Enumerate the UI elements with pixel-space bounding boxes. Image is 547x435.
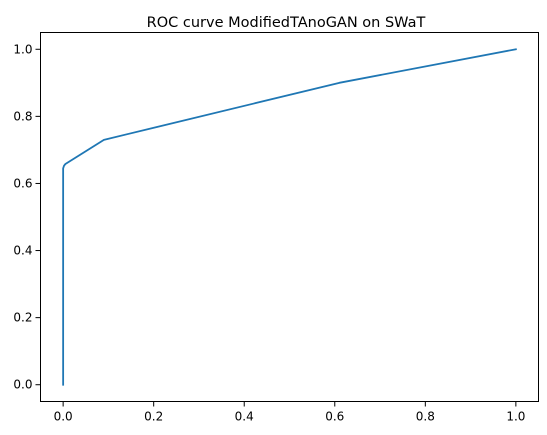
x-tick-label: 0.2 [144, 410, 163, 424]
plot-frame [40, 32, 539, 402]
x-tick-label: 1.0 [506, 410, 525, 424]
x-axis: 0.0 0.2 0.4 0.6 0.8 1.0 [54, 401, 525, 424]
x-tick-label: 0.4 [235, 410, 254, 424]
x-tick-label: 0.0 [54, 410, 73, 424]
chart-title: ROC curve ModifiedTAnoGAN on SWaT [147, 15, 426, 31]
y-tick-label: 1.0 [13, 42, 32, 56]
series-layer [62, 48, 517, 386]
y-tick-label: 0.6 [13, 176, 32, 190]
y-tick-label: 0.0 [13, 378, 32, 392]
y-tick-label: 0.4 [13, 244, 32, 258]
y-axis: 0.0 0.2 0.4 0.6 0.8 1.0 [13, 42, 41, 392]
y-tick-label: 0.8 [13, 109, 32, 123]
x-tick-label: 0.6 [325, 410, 344, 424]
x-tick-label: 0.8 [416, 410, 435, 424]
y-tick-label: 0.2 [13, 311, 32, 325]
roc-curve-line [62, 48, 517, 386]
